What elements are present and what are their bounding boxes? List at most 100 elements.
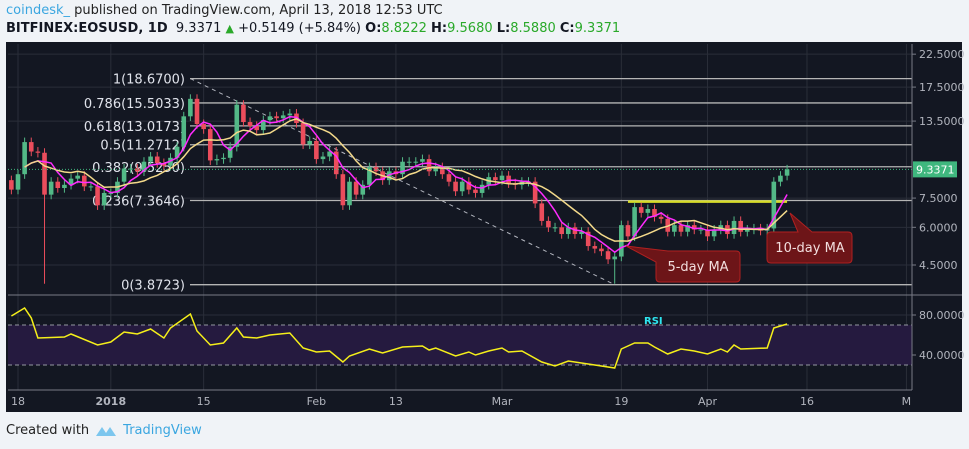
candle xyxy=(214,154,220,166)
callout-10-day-ma[interactable]: 10-day MA xyxy=(766,212,853,264)
candle xyxy=(254,121,259,135)
candle-body xyxy=(141,161,147,172)
candle xyxy=(685,220,690,237)
candle xyxy=(625,220,631,242)
candle xyxy=(287,109,293,121)
rsi-polyline xyxy=(11,306,788,369)
price-axis[interactable]: 22.5000 17.5000 13.5000 7.5000 6.0000 4.5000 9… xyxy=(8,48,965,272)
candle-body xyxy=(479,184,485,193)
candle-body xyxy=(35,151,41,153)
candle-body xyxy=(62,184,67,188)
author-link[interactable]: coindesk_ xyxy=(6,3,71,18)
candle-body xyxy=(95,186,100,206)
fib-level-label: 0.5(11.2712) xyxy=(100,139,185,154)
high-label: H: xyxy=(431,21,448,36)
candle-body xyxy=(241,104,246,123)
candle-body xyxy=(267,116,273,121)
candle xyxy=(9,175,14,195)
candle-body xyxy=(678,225,684,232)
candle-body xyxy=(771,181,777,229)
candle-body xyxy=(181,116,187,147)
candle-body xyxy=(307,140,313,145)
candle xyxy=(207,124,213,166)
candle-body xyxy=(314,140,319,160)
candle xyxy=(532,177,538,209)
candle xyxy=(274,111,279,123)
candle-body xyxy=(82,175,87,187)
fib-level-label: 1(18.6700) xyxy=(113,73,185,88)
candle xyxy=(546,216,551,232)
candle xyxy=(539,198,545,226)
candle-body xyxy=(15,174,21,190)
candle xyxy=(691,220,697,235)
ma10-line xyxy=(24,117,788,242)
candle-body xyxy=(108,192,114,194)
rsi-axis[interactable]: 80.0000 40.0000 xyxy=(912,309,965,362)
candle-body xyxy=(333,151,339,175)
candle xyxy=(88,181,94,192)
rsi-line xyxy=(11,306,788,369)
candle-body xyxy=(88,186,94,188)
candle-body xyxy=(718,225,724,230)
candle xyxy=(320,152,326,164)
close-value: 9.3371 xyxy=(574,21,621,36)
last-price-badge xyxy=(913,161,957,178)
candle xyxy=(307,136,313,150)
candle-body xyxy=(168,157,173,166)
candle xyxy=(778,171,783,187)
candle xyxy=(745,225,750,237)
candle-body xyxy=(705,229,710,237)
candle-body xyxy=(459,181,465,192)
candle xyxy=(15,169,21,195)
time-tick-label: Mar xyxy=(492,395,513,408)
candle-body xyxy=(214,159,220,161)
price-tick-label: 17.5000 xyxy=(919,81,965,94)
created-with-text: Created with xyxy=(6,423,90,438)
candle-body xyxy=(711,229,717,237)
candle-body xyxy=(194,98,200,125)
candle xyxy=(28,137,34,157)
candle xyxy=(135,163,140,176)
candle-body xyxy=(539,203,545,221)
candle-body xyxy=(254,126,259,131)
candle xyxy=(645,204,651,218)
candle-body xyxy=(188,98,193,117)
candle xyxy=(658,212,664,224)
candle xyxy=(174,142,180,163)
candle-body xyxy=(28,142,34,152)
last-price-badge-text: 9.3371 xyxy=(916,163,955,176)
candle xyxy=(161,158,167,171)
candle xyxy=(347,177,352,210)
time-tick-label: 13 xyxy=(389,395,403,408)
candle-body xyxy=(446,174,452,182)
candle xyxy=(68,174,74,190)
candle xyxy=(227,142,233,163)
candle-body xyxy=(75,175,80,179)
candle xyxy=(333,147,339,179)
candle xyxy=(181,111,187,152)
tradingview-logo-icon xyxy=(96,426,117,436)
candle-body xyxy=(327,151,332,157)
publish-text: published on TradingView.com, April 13, … xyxy=(74,3,443,18)
time-axis[interactable]: 18 2018 15 Feb 13 Mar 19 Apr 16 M xyxy=(11,395,911,408)
tradingview-link[interactable]: TradingView xyxy=(123,423,202,438)
time-tick-label: 19 xyxy=(614,395,628,408)
moving-averages xyxy=(24,115,788,254)
candle xyxy=(446,169,452,187)
footer: Created with TradingView xyxy=(6,423,202,438)
fib-trendline[interactable] xyxy=(190,78,615,286)
candle xyxy=(579,227,584,239)
candle-body xyxy=(300,123,306,145)
candle xyxy=(141,157,147,176)
candle-body xyxy=(148,156,153,162)
candle xyxy=(121,163,127,187)
candle xyxy=(42,148,47,284)
candle-body xyxy=(778,175,783,182)
last-price: 9.3371 xyxy=(175,21,222,36)
callout-5-day-ma[interactable]: 5-day MA xyxy=(625,245,741,283)
candle-body xyxy=(55,181,61,188)
candle-body xyxy=(68,178,74,185)
candle xyxy=(559,222,564,239)
candle xyxy=(154,152,160,168)
